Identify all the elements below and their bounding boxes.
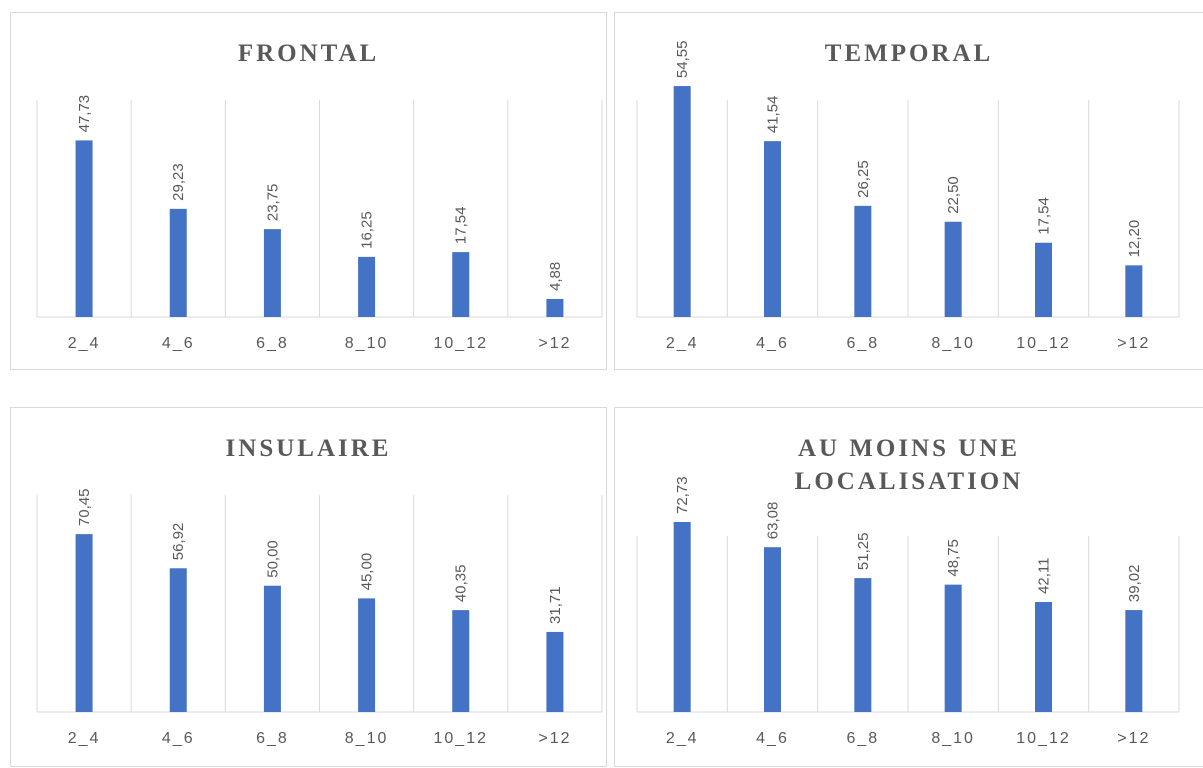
data-label: 56,92 [170, 523, 187, 561]
bar-8_10 [944, 584, 962, 712]
x-tick-label: 2_4 [68, 730, 101, 747]
bar-4_6 [169, 568, 187, 712]
x-tick-label: >12 [1117, 335, 1150, 352]
data-label: 39,02 [1126, 565, 1143, 603]
data-label: 31,71 [547, 586, 564, 624]
x-tick-label: 4_6 [162, 335, 195, 352]
x-tick-label: 2_4 [68, 335, 101, 352]
bar->12 [546, 631, 564, 712]
x-tick-label: 6_8 [256, 730, 289, 747]
x-tick-label: 6_8 [846, 335, 879, 352]
x-tick-label: 4_6 [162, 730, 195, 747]
chart-panel-au-moins-une-localisation: AU MOINS UNE LOCALISATION 72,73 2_4 63,08 4… [614, 407, 1203, 767]
x-tick-label: 8_10 [345, 335, 389, 352]
bar-6_8 [854, 205, 872, 317]
chart-panel-temporal: TEMPORAL 54,55 2_4 41,54 4_6 26,25 6_8 22,50 8_… [614, 12, 1203, 370]
x-tick-label: 8_10 [931, 335, 975, 352]
bar->12 [1125, 610, 1143, 712]
x-tick-label: 6_8 [256, 335, 289, 352]
data-label: 70,45 [76, 489, 93, 527]
data-label: 22,50 [945, 176, 962, 214]
bar-2_4 [673, 521, 691, 712]
data-label: 16,25 [359, 211, 376, 249]
data-label: 29,23 [170, 163, 187, 201]
x-tick-label: 4_6 [756, 730, 789, 747]
data-label: 54,55 [674, 41, 691, 79]
data-label: 48,75 [945, 539, 962, 577]
bar->12 [546, 298, 564, 317]
chart-title: INSULAIRE [225, 435, 392, 462]
data-label: 72,73 [674, 476, 691, 514]
chart-title: AU MOINS UNE LOCALISATION [794, 435, 1024, 495]
x-tick-label: 10_12 [1016, 730, 1071, 747]
bar-6_8 [263, 229, 281, 317]
bar-8_10 [944, 221, 962, 317]
x-tick-label: 10_12 [434, 335, 489, 352]
bar-6_8 [854, 578, 872, 712]
data-label: 4,88 [547, 262, 564, 291]
bar->12 [1125, 265, 1143, 317]
data-label: 12,20 [1126, 220, 1143, 258]
data-label: 17,54 [453, 207, 470, 245]
bar-10_12 [1035, 601, 1052, 712]
bar-8_10 [358, 256, 376, 317]
data-label: 63,08 [765, 502, 782, 540]
bar-6_8 [263, 585, 281, 712]
bar-10_12 [452, 252, 470, 317]
bar-chart-insulaire: 70,45 2_4 56,92 4_6 50,00 6_8 45,00 8_10 40,35 10… [36, 489, 603, 747]
bar-chart-frontal: 47,73 2_4 29,23 4_6 23,75 6_8 16,25 8_10 17,54 10… [36, 95, 603, 352]
bar-2_4 [75, 140, 93, 317]
data-label: 45,00 [359, 553, 376, 591]
x-tick-label: >12 [538, 335, 571, 352]
data-label: 47,73 [76, 95, 93, 133]
bar-8_10 [358, 598, 376, 712]
data-label: 51,25 [855, 533, 872, 571]
chart-title: FRONTAL [237, 40, 380, 67]
x-tick-label: 10_12 [1016, 335, 1071, 352]
data-label: 42,11 [1036, 558, 1053, 594]
x-tick-label: 8_10 [345, 730, 389, 747]
bar-2_4 [673, 86, 691, 318]
x-tick-label: 8_10 [931, 730, 975, 747]
data-label: 50,00 [264, 540, 281, 578]
x-tick-label: 4_6 [756, 335, 789, 352]
chart-title: TEMPORAL [824, 40, 994, 67]
bar-4_6 [169, 208, 187, 317]
bar-chart-temporal: 54,55 2_4 41,54 4_6 26,25 6_8 22,50 8_10 17,54 10… [636, 41, 1180, 352]
bar-4_6 [764, 141, 781, 317]
x-tick-label: 2_4 [666, 730, 699, 747]
chart-panel-insulaire: INSULAIRE 70,45 2_4 56,92 4_6 50,00 6_8 45,00 8… [10, 407, 607, 767]
x-tick-label: 10_12 [434, 730, 489, 747]
x-tick-label: >12 [1117, 730, 1150, 747]
bar-chart-au-moins-une-localisation: 72,73 2_4 63,08 4_6 51,25 6_8 48,75 8_10 42,11 10… [636, 476, 1180, 747]
x-tick-label: 6_8 [846, 730, 879, 747]
data-label: 23,75 [264, 184, 281, 222]
chart-panel-frontal: FRONTAL 47,73 2_4 29,23 4_6 23,75 6_8 16,25 8_1… [10, 12, 607, 370]
data-label: 41,54 [765, 96, 782, 134]
data-label: 26,25 [855, 160, 872, 198]
data-label: 40,35 [453, 565, 470, 603]
x-tick-label: 2_4 [666, 335, 699, 352]
bar-10_12 [1035, 242, 1052, 317]
bar-4_6 [764, 547, 781, 712]
data-label: 17,54 [1036, 197, 1053, 235]
bar-10_12 [452, 610, 470, 712]
x-tick-label: >12 [538, 730, 571, 747]
bar-2_4 [75, 534, 93, 712]
